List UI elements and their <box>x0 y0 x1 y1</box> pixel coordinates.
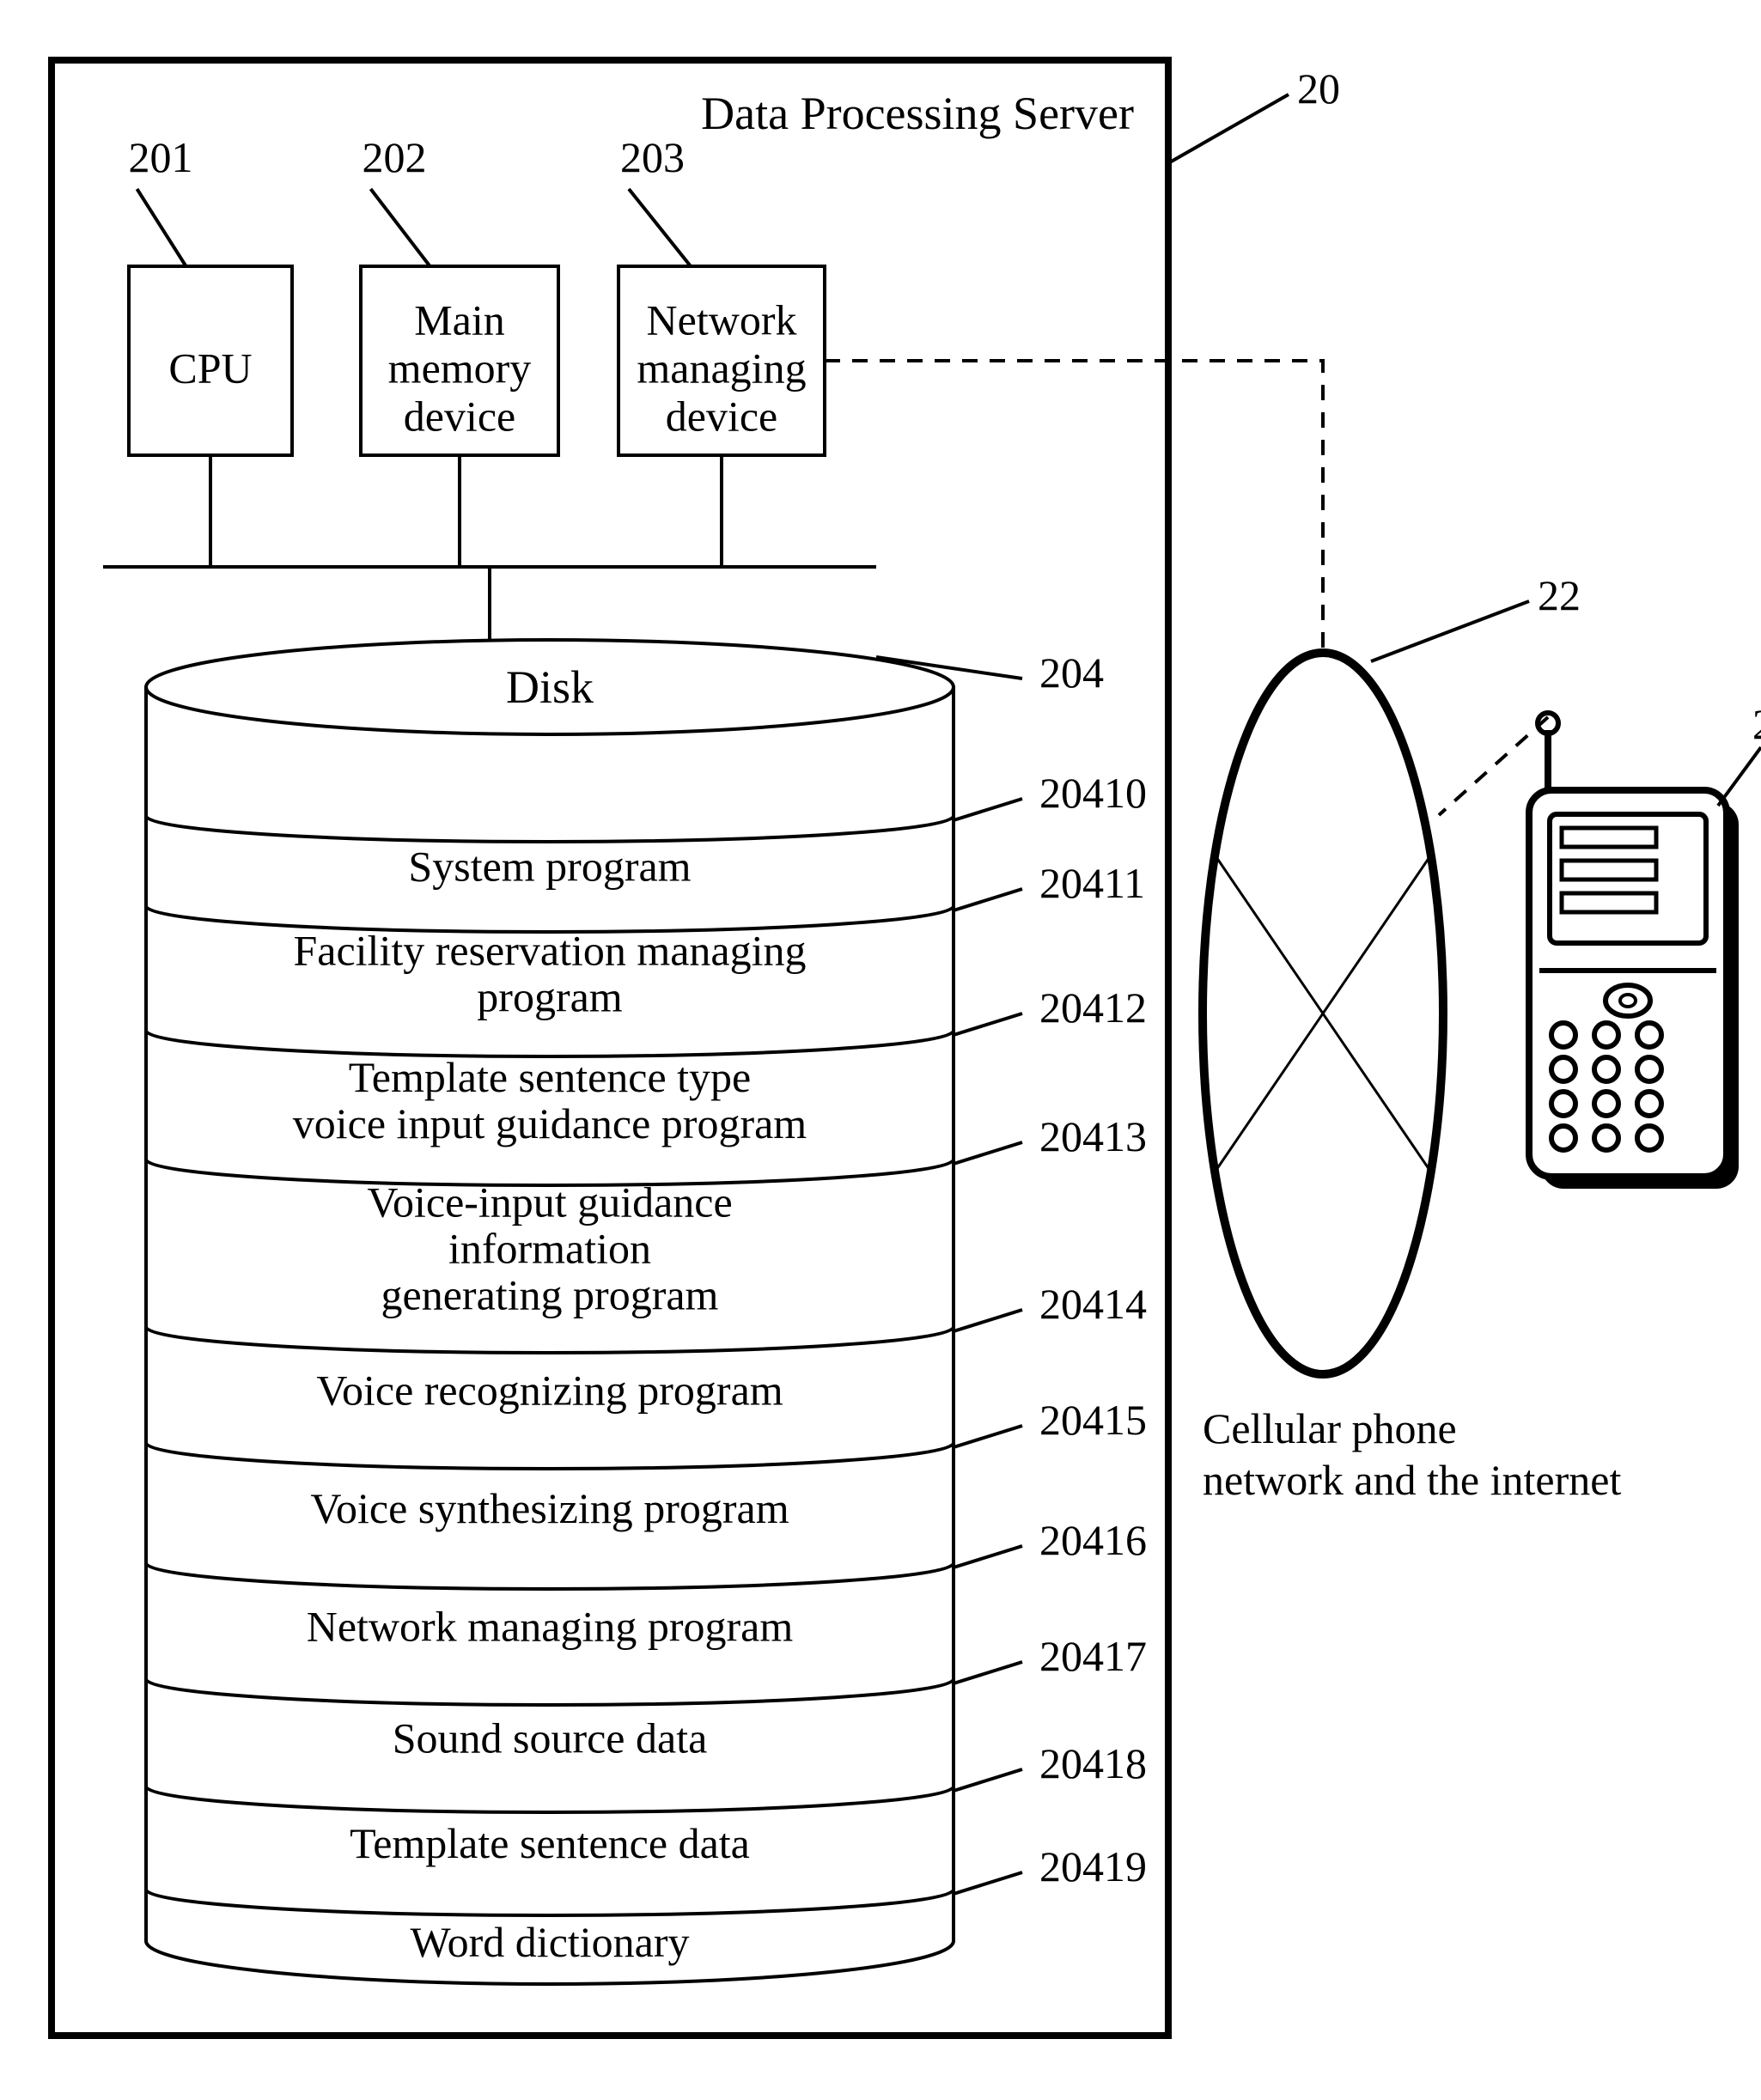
disk-layer-divider <box>146 816 954 842</box>
disk-layer-label: program <box>477 973 622 1021</box>
memory-box-label: memory <box>388 344 532 392</box>
leader-server <box>1168 94 1289 163</box>
disk-layer-label: Template sentence data <box>350 1819 750 1867</box>
ref-22: 22 <box>1538 571 1581 619</box>
leader-20410 <box>954 799 1022 820</box>
ref-20412: 20412 <box>1039 983 1147 1032</box>
leader-20412 <box>954 1013 1022 1035</box>
disk-layer-divider <box>146 1443 954 1469</box>
network-managing-device-box-label: device <box>666 392 777 440</box>
ref-203: 203 <box>620 133 685 181</box>
network-managing-device-box-label: managing <box>637 344 806 392</box>
leader-cpu-box <box>137 189 186 266</box>
leader-20418 <box>954 1769 1022 1791</box>
ref-20411: 20411 <box>1039 859 1145 907</box>
network-managing-device-box-label: Network <box>647 295 797 344</box>
leader-cloud <box>1371 601 1529 661</box>
leader-disk <box>876 657 1022 679</box>
disk-layer-label: Voice recognizing program <box>316 1367 783 1415</box>
leader-20413 <box>954 1142 1022 1164</box>
disk-layer-label: voice input guidance program <box>293 1099 807 1147</box>
disk-layer-divider <box>146 1327 954 1353</box>
leader-20411 <box>954 889 1022 910</box>
ref-20418: 20418 <box>1039 1739 1147 1787</box>
leader-memory-box <box>371 189 430 266</box>
disk-layer-divider <box>146 1679 954 1705</box>
leader-20419 <box>954 1872 1022 1894</box>
ref-20417: 20417 <box>1039 1632 1147 1680</box>
disk-layer-label: Template sentence type <box>349 1053 752 1101</box>
ref-202: 202 <box>363 133 427 181</box>
disk-layer-label: Sound source data <box>393 1714 708 1762</box>
leader-20414 <box>954 1310 1022 1331</box>
cloud-caption: network and the internet <box>1203 1456 1621 1504</box>
phone-icon <box>1529 713 1739 1189</box>
cloud-caption: Cellular phone <box>1203 1404 1457 1452</box>
disk-layer-label: Network managing program <box>307 1603 794 1651</box>
leader-20416 <box>954 1546 1022 1567</box>
leader-phone <box>1718 747 1761 806</box>
disk-layer-divider <box>146 1563 954 1589</box>
disk-layer-label: System program <box>408 843 691 891</box>
memory-box-label: Main <box>414 295 505 344</box>
ref-20413: 20413 <box>1039 1112 1147 1160</box>
disk-layer-label: generating program <box>381 1271 719 1319</box>
leader-20415 <box>954 1426 1022 1447</box>
link-server-to-cloud <box>825 361 1323 653</box>
leader-network-managing-device-box <box>629 189 691 266</box>
disk-layer-label: information <box>448 1225 651 1273</box>
disk-layer-divider <box>146 1787 954 1812</box>
disk-layer-label: Voice synthesizing program <box>310 1484 789 1532</box>
ref-201: 201 <box>129 133 193 181</box>
disk-layer-label: Facility reservation managing <box>293 927 806 975</box>
ref-21: 21 <box>1752 700 1761 748</box>
ref-20410: 20410 <box>1039 769 1147 817</box>
ref-204: 204 <box>1039 648 1104 697</box>
memory-box-label: device <box>404 392 515 440</box>
disk-layer-label: Word dictionary <box>410 1918 689 1966</box>
ref-20414: 20414 <box>1039 1280 1147 1328</box>
ref-20415: 20415 <box>1039 1396 1147 1444</box>
ref-20419: 20419 <box>1039 1842 1147 1890</box>
disk-layer-divider <box>146 1890 954 1915</box>
ref-20416: 20416 <box>1039 1516 1147 1564</box>
server-title: Data Processing Server <box>701 88 1134 139</box>
ref-20: 20 <box>1297 64 1340 113</box>
disk-layer-label: Voice-input guidance <box>367 1178 732 1227</box>
disk-title: Disk <box>506 661 594 713</box>
leader-20417 <box>954 1662 1022 1683</box>
cpu-box-label: CPU <box>168 344 252 392</box>
